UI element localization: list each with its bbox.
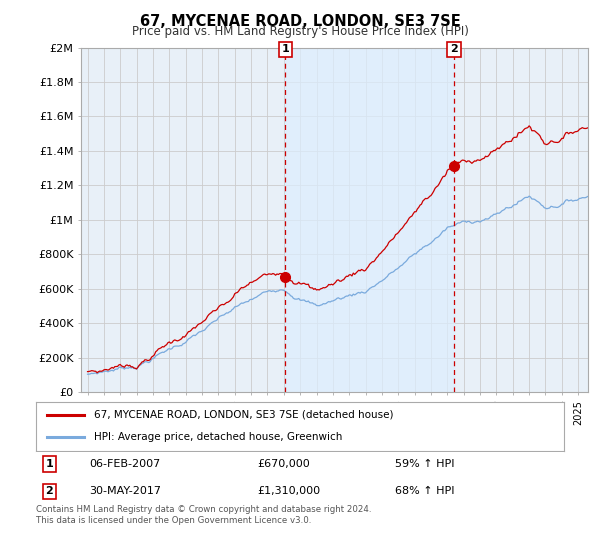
Text: 59% ↑ HPI: 59% ↑ HPI [395,459,455,469]
Text: Price paid vs. HM Land Registry's House Price Index (HPI): Price paid vs. HM Land Registry's House … [131,25,469,38]
Text: 1: 1 [46,459,53,469]
Text: 68% ↑ HPI: 68% ↑ HPI [395,486,455,496]
Text: 67, MYCENAE ROAD, LONDON, SE3 7SE: 67, MYCENAE ROAD, LONDON, SE3 7SE [140,14,460,29]
Text: £1,310,000: £1,310,000 [258,486,321,496]
Text: HPI: Average price, detached house, Greenwich: HPI: Average price, detached house, Gree… [94,432,343,442]
Text: 67, MYCENAE ROAD, LONDON, SE3 7SE (detached house): 67, MYCENAE ROAD, LONDON, SE3 7SE (detac… [94,410,394,420]
Text: 2: 2 [46,486,53,496]
Text: 1: 1 [281,44,289,54]
Bar [285,48,454,392]
Text: £670,000: £670,000 [258,459,311,469]
Text: 2: 2 [450,44,458,54]
Text: 06-FEB-2007: 06-FEB-2007 [89,459,160,469]
Text: Contains HM Land Registry data © Crown copyright and database right 2024.
This d: Contains HM Land Registry data © Crown c… [36,505,371,525]
Text: 30-MAY-2017: 30-MAY-2017 [89,486,161,496]
